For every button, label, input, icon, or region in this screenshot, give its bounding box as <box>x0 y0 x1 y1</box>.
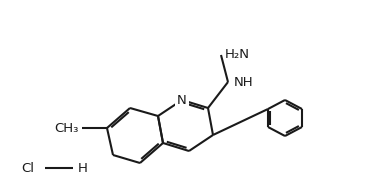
Text: H: H <box>78 161 88 174</box>
Text: Cl: Cl <box>21 161 35 174</box>
Text: N: N <box>177 94 187 106</box>
Text: CH₃: CH₃ <box>55 122 79 135</box>
Text: NH: NH <box>234 75 254 88</box>
Text: H₂N: H₂N <box>225 49 250 61</box>
